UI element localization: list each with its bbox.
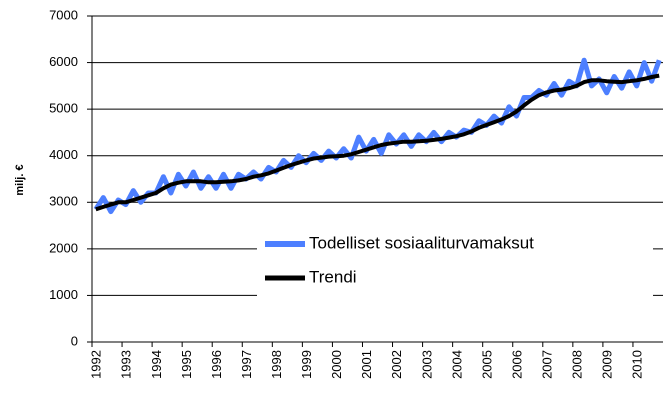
y-tick-label: 6000 [49, 54, 78, 69]
x-tick-label: 2001 [359, 350, 374, 379]
x-tick-label: 1996 [209, 350, 224, 379]
y-tick-label: 0 [71, 333, 78, 348]
y-tick-label: 4000 [49, 147, 78, 162]
y-axis-label: milj. € [14, 164, 26, 195]
x-tick-label: 2002 [389, 350, 404, 379]
x-tick-label: 2007 [539, 350, 554, 379]
x-tick-label: 1993 [119, 350, 134, 379]
x-tick-label: 1994 [149, 350, 164, 379]
x-tick-label: 2008 [570, 350, 585, 379]
x-tick-label: 1998 [269, 350, 284, 379]
y-tick-label: 2000 [49, 240, 78, 255]
x-tick-label: 2003 [419, 350, 434, 379]
x-tick-label: 2000 [329, 350, 344, 379]
x-tick-label: 2010 [630, 350, 645, 379]
y-tick-label: 3000 [49, 194, 78, 209]
y-tick-label: 7000 [49, 7, 78, 22]
y-tick-label: 1000 [49, 287, 78, 302]
x-tick-label: 2006 [509, 350, 524, 379]
series-line [95, 73, 660, 212]
x-tick-label: 2005 [479, 350, 494, 379]
legend-label: Trendi [309, 267, 357, 286]
x-tick-label: 1995 [179, 350, 194, 379]
legend-label: Todelliset sosiaaliturvamaksut [309, 233, 534, 252]
x-tick-label: 2004 [449, 350, 464, 379]
x-tick-label: 2009 [600, 350, 615, 379]
x-tick-label: 1992 [89, 350, 104, 379]
y-tick-label: 5000 [49, 101, 78, 116]
x-tick-label: 1999 [299, 350, 314, 379]
x-tick-label: 1997 [239, 350, 254, 379]
legend-box [257, 228, 653, 296]
series-line [93, 57, 662, 215]
